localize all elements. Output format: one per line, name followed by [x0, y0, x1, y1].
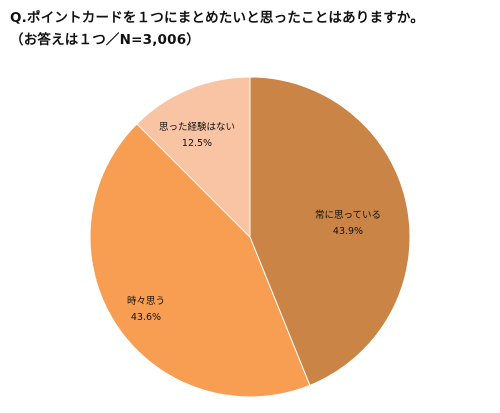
pie-slice [249, 76, 411, 387]
slice-value-label: 43.9% [333, 226, 363, 237]
slice-value-label: 43.6% [131, 312, 161, 323]
chart-title: Q.ポイントカードを１つにまとめたいと思ったことはありますか。 [10, 10, 425, 26]
pie-slice [136, 76, 251, 239]
pie-slice [89, 123, 311, 398]
slice-label: 思った経験はない [159, 121, 235, 133]
chart-subtitle: （お答えは１つ／N=3,006） [10, 32, 201, 48]
slice-value-label: 12.5% [182, 138, 212, 149]
slice-label: 時々思う [127, 296, 165, 307]
slice-label: 常に思っている [315, 209, 381, 221]
